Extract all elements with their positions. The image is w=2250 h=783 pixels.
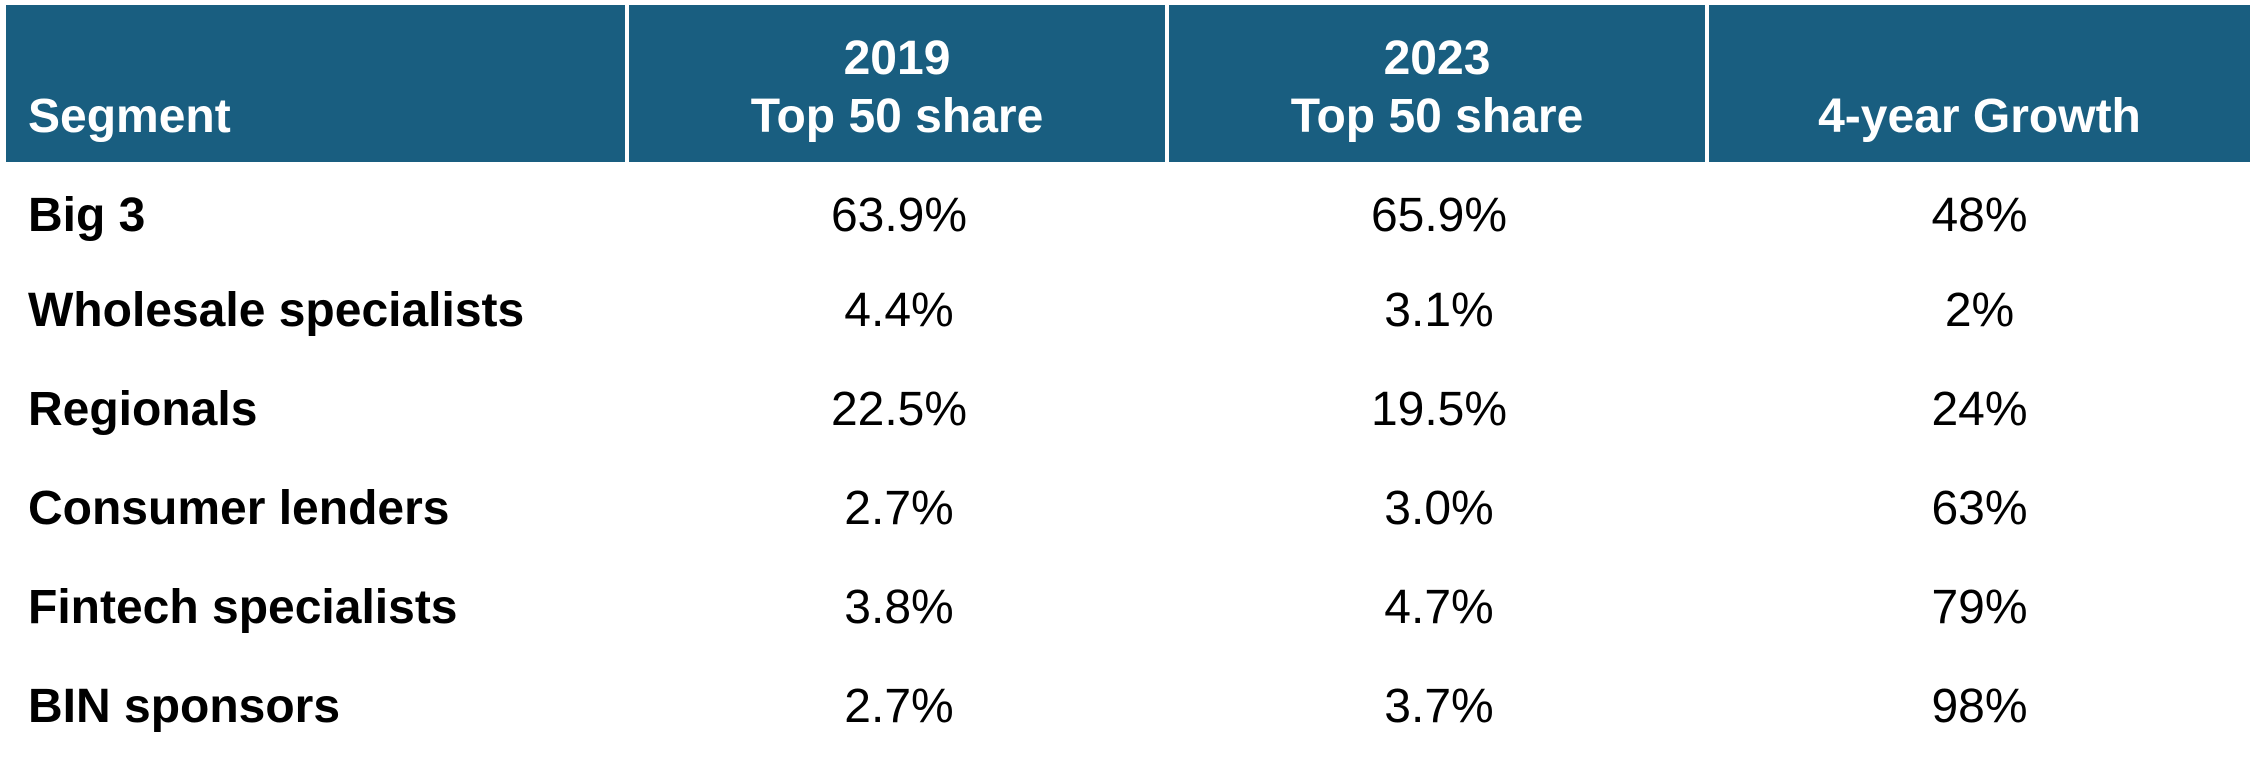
segment-label: Regionals (28, 383, 258, 436)
segment-share-table: Segment 2019 Top 50 share 2023 Top 50 sh… (6, 5, 2250, 756)
header-2019-subtitle: Top 50 share (750, 90, 1044, 143)
share-2023-value: 3.1% (1384, 284, 1494, 337)
share-2023-value: 19.5% (1370, 383, 1508, 436)
growth-value: 63% (1931, 482, 2028, 535)
segment-label: BIN sponsors (28, 680, 341, 733)
segment-label: Big 3 (28, 189, 146, 242)
header-2019-year: 2019 (843, 32, 951, 85)
header-row: Segment 2019 Top 50 share 2023 Top 50 sh… (6, 5, 2250, 162)
header-cell-2019: 2019 Top 50 share (629, 5, 1169, 162)
share-2023-value: 3.7% (1384, 680, 1494, 733)
growth-value: 98% (1931, 680, 2028, 733)
share-2023-value: 3.0% (1384, 482, 1494, 535)
table-row: BIN sponsors 2.7% 3.7% 98% (6, 657, 2250, 756)
header-2023-subtitle: Top 50 share (1290, 90, 1584, 143)
segment-label: Fintech specialists (28, 581, 458, 634)
share-2019-value: 2.7% (844, 482, 954, 535)
table-row: Consumer lenders 2.7% 3.0% 63% (6, 459, 2250, 558)
header-cell-segment: Segment (6, 5, 629, 162)
share-2019-value: 4.4% (844, 284, 954, 337)
segment-label: Consumer lenders (28, 482, 450, 535)
share-2019-value: 22.5% (830, 383, 968, 436)
table-row: Fintech specialists 3.8% 4.7% 79% (6, 558, 2250, 657)
segment-label: Wholesale specialists (28, 284, 525, 337)
share-2023-value: 65.9% (1370, 189, 1508, 242)
header-growth-label: 4-year Growth (1818, 90, 2141, 143)
share-2019-value: 63.9% (830, 189, 968, 242)
growth-value: 48% (1931, 189, 2028, 242)
header-cell-2023: 2023 Top 50 share (1169, 5, 1709, 162)
growth-value: 2% (1944, 284, 2015, 337)
share-2019-value: 3.8% (844, 581, 954, 634)
header-segment-label: Segment (28, 90, 231, 143)
header-2023-year: 2023 (1383, 32, 1491, 85)
share-2019-value: 2.7% (844, 680, 954, 733)
growth-value: 24% (1931, 383, 2028, 436)
table-row: Wholesale specialists 4.4% 3.1% 2% (6, 261, 2250, 360)
share-2023-value: 4.7% (1384, 581, 1494, 634)
header-cell-growth: 4-year Growth (1709, 5, 2250, 162)
growth-value: 79% (1931, 581, 2028, 634)
table-row: Regionals 22.5% 19.5% 24% (6, 360, 2250, 459)
table-row: Big 3 63.9% 65.9% 48% (6, 162, 2250, 261)
